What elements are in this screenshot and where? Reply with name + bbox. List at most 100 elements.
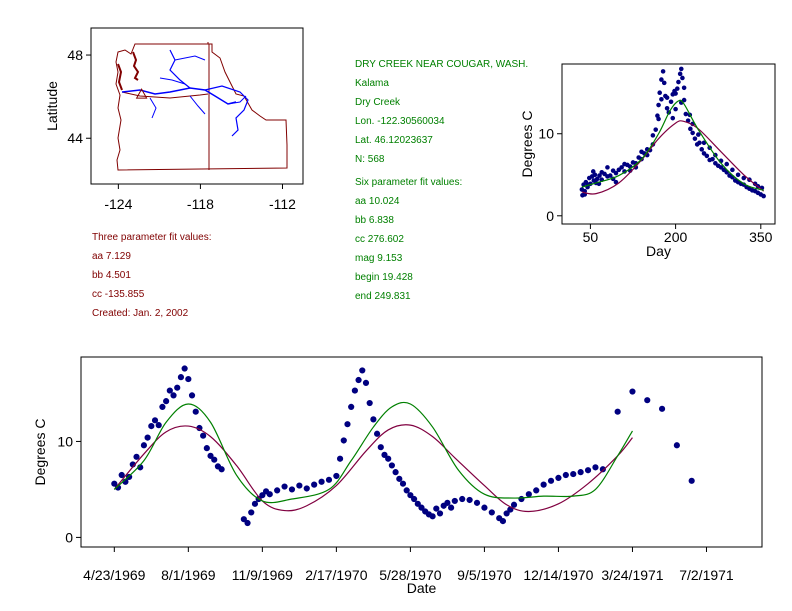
timeseries-data-point xyxy=(510,501,518,508)
station-info-block: DRY CREEK NEAR COUGAR, WASH. Kalama Dry … xyxy=(355,55,528,169)
station-basin: Kalama xyxy=(355,78,389,89)
day-data-point xyxy=(701,151,707,156)
day-data-point xyxy=(605,165,610,170)
timeseries-data-point xyxy=(418,504,425,511)
six-param-begin: begin 19.428 xyxy=(355,272,413,283)
timeseries-data-point xyxy=(592,464,599,471)
day-data-point xyxy=(721,167,727,173)
timeseries-data-point xyxy=(133,453,140,460)
day-y-axis-label: Degrees C xyxy=(519,111,535,178)
day-data-point xyxy=(673,106,678,112)
day-data-point xyxy=(594,176,600,182)
timeseries-data-point xyxy=(336,455,344,462)
timeseries-data-point xyxy=(466,496,473,504)
map-river-snake xyxy=(204,85,249,137)
day-data-point xyxy=(724,161,730,167)
day-six-param-fit-line xyxy=(581,99,764,191)
timeseries-data-point xyxy=(203,445,210,452)
timeseries-x-tick-label: 11/9/1969 xyxy=(232,567,293,583)
day-data-point xyxy=(656,116,661,122)
timeseries-data-point xyxy=(355,376,362,384)
day-chart-frame xyxy=(561,63,776,225)
day-data-point xyxy=(697,140,702,146)
six-param-mag: mag 9.153 xyxy=(355,253,403,264)
timeseries-data-point xyxy=(318,478,325,485)
day-data-point xyxy=(676,79,681,85)
timeseries-data-point xyxy=(429,513,436,520)
timeseries-data-point xyxy=(111,480,118,487)
day-data-point xyxy=(696,132,701,137)
day-data-point xyxy=(673,91,678,96)
day-data-point xyxy=(677,71,683,77)
day-data-point xyxy=(724,170,730,175)
day-data-point xyxy=(681,97,687,103)
timeseries-data-point xyxy=(459,495,466,503)
day-data-point xyxy=(730,167,735,173)
timeseries-data-point xyxy=(481,504,488,511)
timeseries-data-point xyxy=(340,437,347,444)
map-river-clearwater xyxy=(227,95,247,105)
timeseries-data-point xyxy=(211,456,218,463)
timeseries-data-point xyxy=(392,469,399,476)
day-data-point xyxy=(681,85,687,91)
day-chart-panel: 0 10 50 200 350 Day Degrees C xyxy=(519,63,776,259)
day-data-point xyxy=(675,86,680,91)
day-y-tick-label: 10 xyxy=(538,126,554,142)
timeseries-data-point xyxy=(348,403,355,410)
timeseries-data-point xyxy=(673,442,680,449)
timeseries-data-point xyxy=(248,509,255,516)
timeseries-data-point xyxy=(570,470,577,478)
timeseries-data-point xyxy=(614,408,621,415)
day-data-point xyxy=(613,179,619,185)
day-data-point xyxy=(704,153,710,159)
timeseries-data-point xyxy=(366,399,373,407)
timeseries-data-point xyxy=(359,367,366,374)
timeseries-data-point xyxy=(407,492,414,499)
day-data-point xyxy=(664,95,670,100)
day-data-point xyxy=(701,140,707,146)
six-param-heading: Six parameter fit values: xyxy=(355,177,463,188)
map-panel: -124 -118 -112 48 44 Latitude xyxy=(44,27,304,212)
station-lat: Lat. 46.12023637 xyxy=(355,135,433,146)
day-data-point xyxy=(688,126,693,132)
timeseries-x-tick-label: 7/2/1971 xyxy=(679,567,734,583)
timeseries-panel: 0 10 4/23/1969 8/1/1969 11/9/1969 2/17/1970 5/… xyxy=(32,356,763,596)
timeseries-data-point xyxy=(296,482,303,489)
day-data-point xyxy=(660,69,666,74)
day-data-point xyxy=(659,77,664,82)
timeseries-frame xyxy=(80,356,763,548)
timeseries-data-point xyxy=(644,397,651,404)
timeseries-data-point xyxy=(159,403,166,410)
timeseries-data-point xyxy=(499,517,507,525)
day-data-point xyxy=(650,133,656,138)
station-stream: Dry Creek xyxy=(355,97,401,108)
timeseries-data-point xyxy=(399,480,407,487)
timeseries-data-point xyxy=(525,491,532,498)
timeseries-data-point xyxy=(251,500,259,507)
station-title: DRY CREEK NEAR COUGAR, WASH. xyxy=(355,59,529,70)
map-x-tick-label: -118 xyxy=(187,196,214,212)
timeseries-data-point xyxy=(555,474,562,482)
timeseries-data-point xyxy=(448,504,455,511)
timeseries-y-tick-label: 10 xyxy=(57,433,73,449)
timeseries-x-tick-label: 3/24/1971 xyxy=(601,567,663,583)
timeseries-data-point xyxy=(174,384,181,391)
day-x-tick-label: 200 xyxy=(664,229,688,245)
map-river-john-day xyxy=(189,95,206,115)
timeseries-data-point xyxy=(303,485,310,492)
timeseries-data-point xyxy=(151,417,159,424)
timeseries-data-point xyxy=(451,497,458,505)
day-data-point xyxy=(710,156,715,162)
day-data-point xyxy=(613,170,619,176)
day-data-point xyxy=(735,172,741,178)
six-param-end: end 249.831 xyxy=(355,291,411,302)
day-data-point xyxy=(741,175,747,181)
timeseries-data-point xyxy=(503,510,510,517)
timeseries-data-point xyxy=(433,505,440,512)
three-param-bb: bb 4.501 xyxy=(92,270,131,281)
day-data-point xyxy=(690,130,695,136)
timeseries-data-point xyxy=(333,472,340,480)
timeseries-data-point xyxy=(488,509,495,516)
timeseries-data-point xyxy=(140,442,148,449)
timeseries-data-point xyxy=(362,379,370,387)
